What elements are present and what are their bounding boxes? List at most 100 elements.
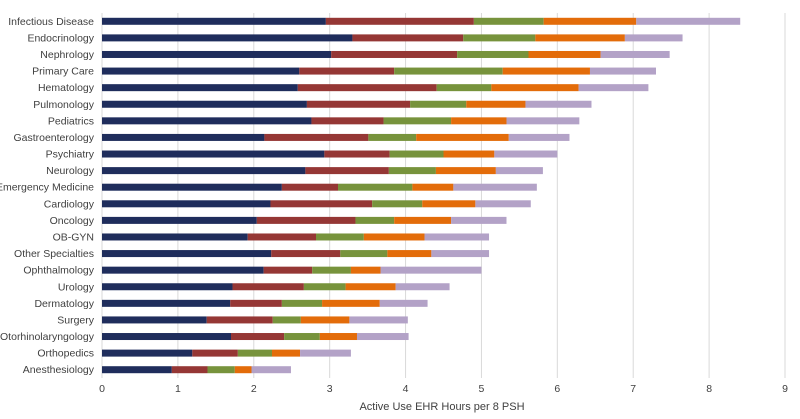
bar-segment [234, 366, 252, 374]
bar-segment [319, 333, 357, 341]
x-tick-labels: 0 1 2 3 4 5 6 7 8 9 [99, 383, 788, 395]
bar-segment [102, 50, 332, 58]
x-tick-label: 4 [403, 383, 409, 395]
bar-segment [102, 283, 233, 291]
x-tick-label: 3 [327, 383, 333, 395]
bar-segment [247, 233, 317, 241]
bar-segment [256, 216, 356, 224]
category-label: Otorhinolaryngology [0, 331, 95, 343]
x-tick-label: 7 [630, 383, 636, 395]
category-label: Pulmonology [33, 99, 94, 111]
bar-segment [264, 133, 369, 141]
bar-segment [389, 150, 444, 158]
bar-segment [356, 333, 409, 341]
bar-segment [284, 333, 320, 341]
bar-segment [206, 316, 273, 324]
bar-segment [272, 316, 301, 324]
bar-segment [322, 299, 380, 307]
bar-segment [495, 167, 543, 175]
bar-segment [502, 67, 590, 75]
bar-segment [102, 349, 193, 357]
category-label: Gastroenterology [13, 132, 94, 144]
bar-segment [102, 333, 232, 341]
category-label: Orthopedics [37, 348, 94, 360]
bar-segment [102, 133, 265, 141]
category-label: Dermatology [34, 298, 94, 310]
bar-segment [508, 133, 570, 141]
bar-segment [263, 266, 313, 274]
category-label: OB-GYN [53, 231, 94, 243]
bar-segment [102, 316, 207, 324]
bar-segment [543, 17, 637, 25]
bar-segment [102, 233, 248, 241]
x-tick-label: 8 [706, 383, 712, 395]
bar-segment [340, 250, 388, 258]
bar-segment [506, 117, 580, 125]
bar-segment [475, 200, 531, 208]
category-label: Primary Care [32, 66, 94, 78]
category-label: Other Specialties [14, 248, 94, 260]
bar-segment [525, 100, 592, 108]
bar-segment [624, 34, 683, 42]
bar-segment [102, 299, 231, 307]
bar-segment [422, 200, 476, 208]
bar-segment [102, 250, 272, 258]
bar-segment [102, 67, 300, 75]
bar-segment [600, 50, 670, 58]
bar-segment [305, 167, 389, 175]
bar-segment [535, 34, 625, 42]
bar-segment [232, 283, 304, 291]
bar-segment [424, 233, 490, 241]
bar-segment [528, 50, 601, 58]
bar-segment [436, 84, 492, 92]
category-label: Oncology [50, 215, 95, 227]
bar-segment [271, 250, 341, 258]
bar-segment [306, 100, 411, 108]
bar-segment [270, 200, 373, 208]
bar-segment [394, 216, 452, 224]
x-tick-label: 5 [479, 383, 485, 395]
bar-segment [416, 133, 509, 141]
bar-segment [102, 183, 282, 191]
bar-segment [388, 167, 436, 175]
bar-segment [316, 233, 364, 241]
bar-segment [102, 167, 306, 175]
bar-segment [355, 216, 395, 224]
bar-segment [473, 17, 544, 25]
bar-segment [394, 67, 503, 75]
bar-segment [372, 200, 423, 208]
bar-segment [383, 117, 452, 125]
bar-segment [311, 117, 384, 125]
bar-segment [379, 299, 428, 307]
bar-segment [171, 366, 208, 374]
bar-segment [231, 333, 285, 341]
bar-segment [300, 349, 351, 357]
bar-segment [491, 84, 579, 92]
category-label: Infectious Disease [8, 16, 94, 28]
bar-segment [457, 50, 529, 58]
bar-segment [312, 266, 351, 274]
x-axis-title: Active Use EHR Hours per 8 PSH [359, 401, 524, 413]
category-label: Urology [58, 281, 95, 293]
bar-segment [451, 216, 507, 224]
category-label: Neurology [46, 165, 95, 177]
bar-segment [303, 283, 346, 291]
bar-segment [589, 67, 656, 75]
bar-segment [325, 17, 474, 25]
bar-segment [237, 349, 272, 357]
category-label: Anesthesiology [23, 364, 95, 376]
bar-segment [281, 183, 339, 191]
bar-segment [207, 366, 235, 374]
bar-segment [102, 34, 353, 42]
bar-segment [230, 299, 282, 307]
category-label: Ophthalmology [23, 265, 94, 277]
category-label: Psychiatry [46, 149, 95, 161]
x-tick-label: 0 [99, 383, 105, 395]
bar-segment [380, 266, 482, 274]
bar-segment [395, 283, 450, 291]
bar-segment [102, 100, 307, 108]
bar-segment [331, 50, 458, 58]
bar-segment [102, 84, 298, 92]
bar-segment [494, 150, 558, 158]
